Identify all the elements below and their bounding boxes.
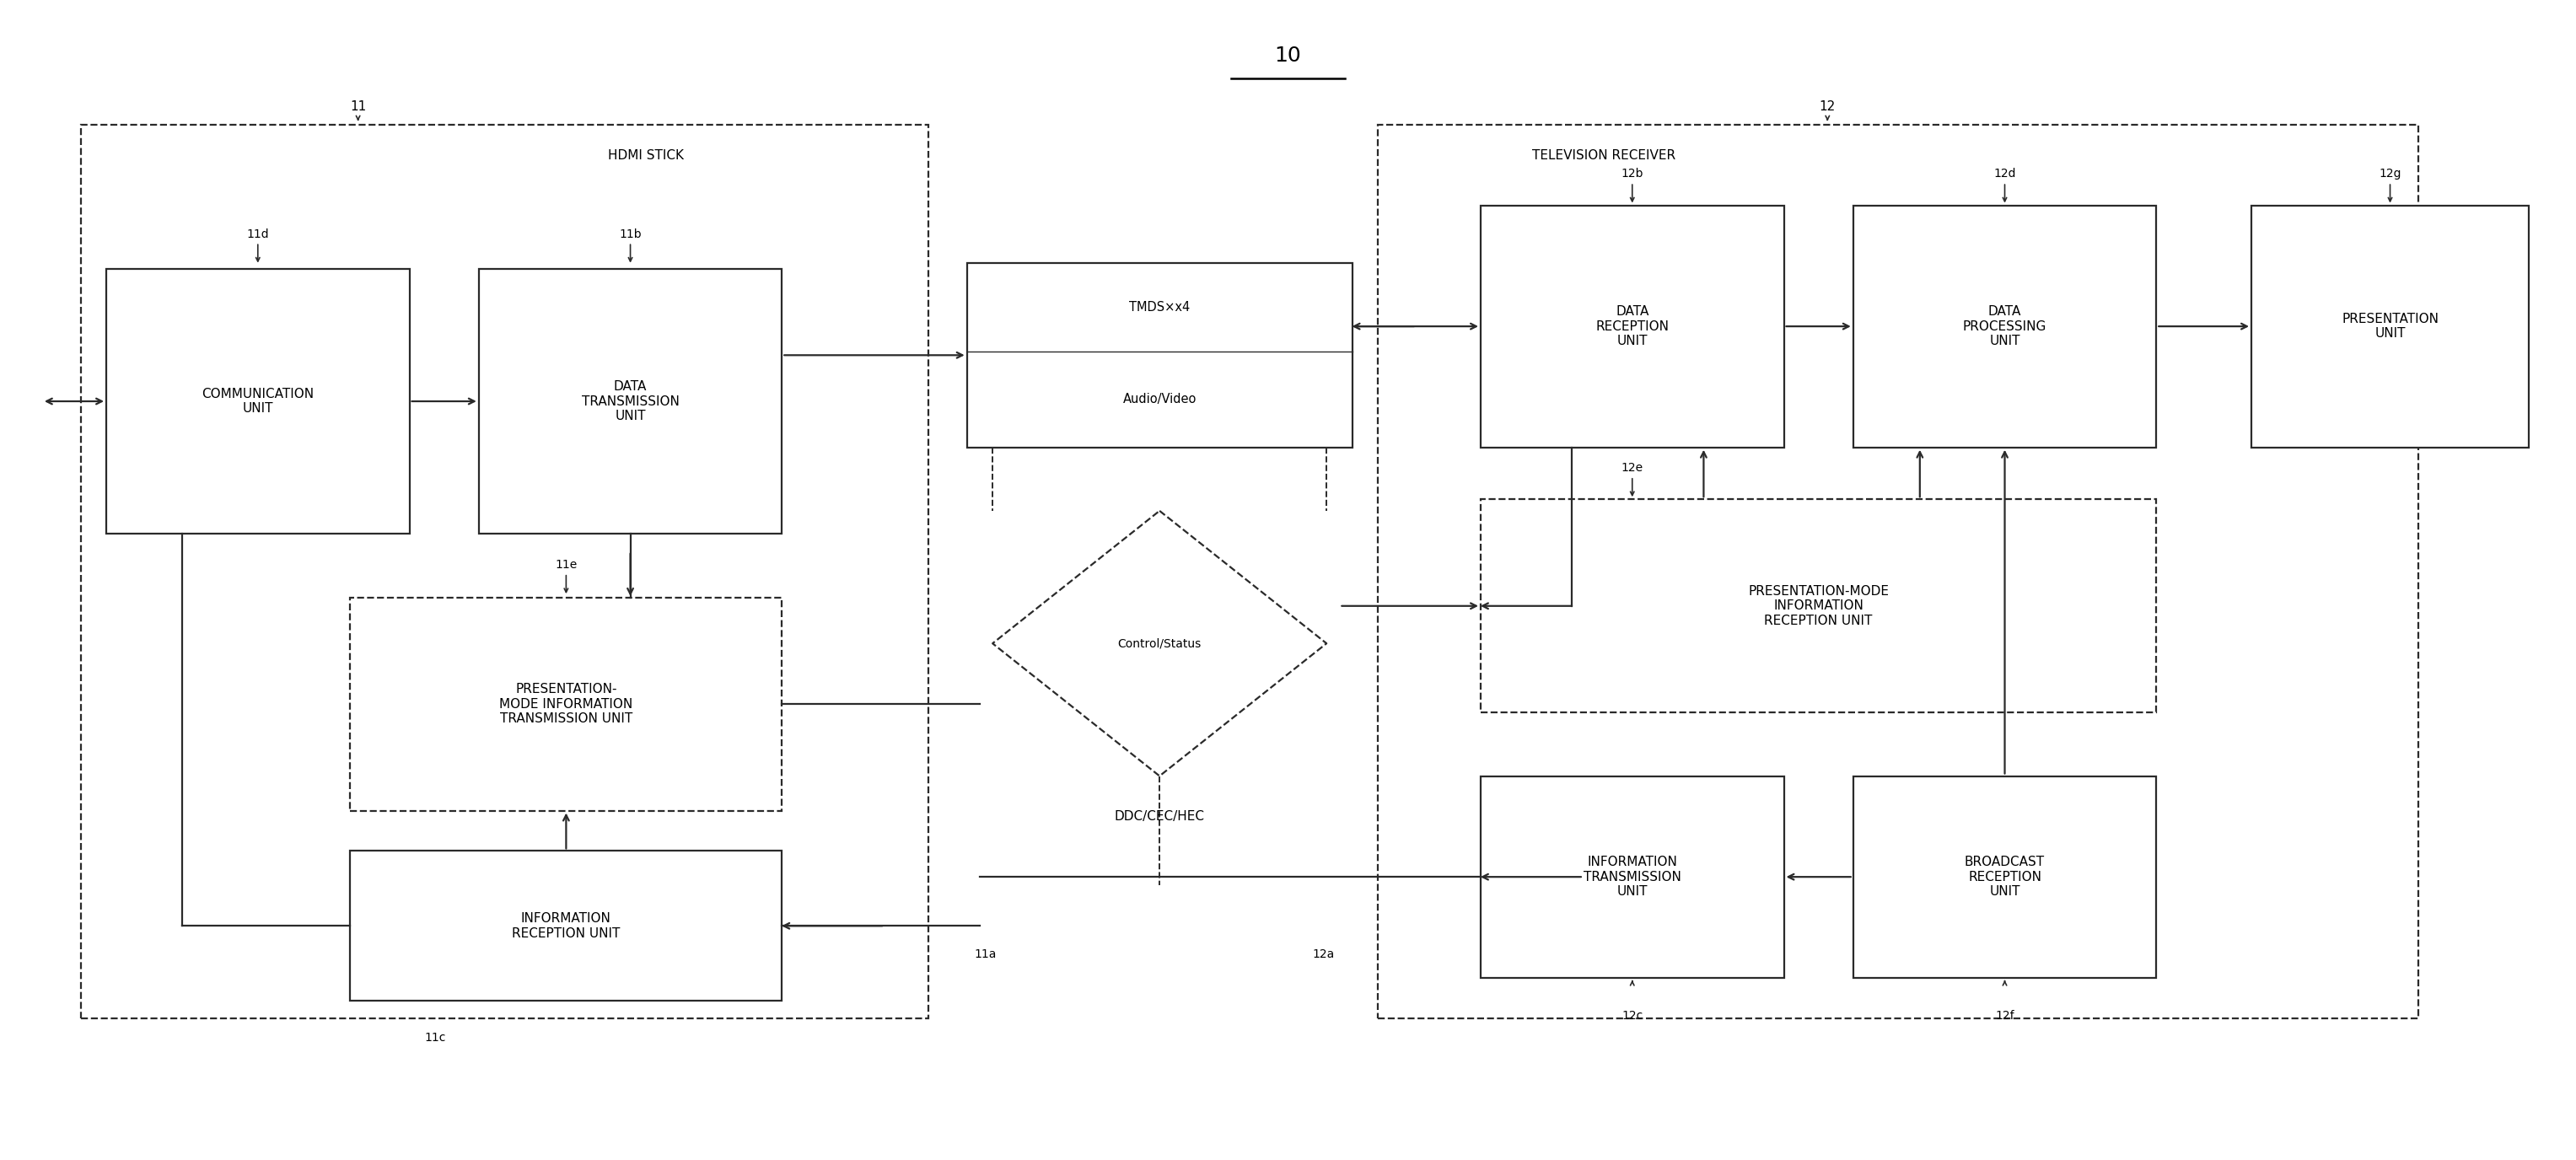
Text: PRESENTATION-
MODE INFORMATION
TRANSMISSION UNIT: PRESENTATION- MODE INFORMATION TRANSMISS… [500,683,634,725]
Bar [1481,776,1783,978]
Bar [1481,499,2156,712]
Text: TMDS×x4: TMDS×x4 [1128,300,1190,313]
Text: INFORMATION
TRANSMISSION
UNIT: INFORMATION TRANSMISSION UNIT [1584,856,1682,898]
Text: 12: 12 [1819,101,1837,113]
Text: 12d: 12d [1994,168,2017,180]
Text: PRESENTATION-MODE
INFORMATION
RECEPTION UNIT: PRESENTATION-MODE INFORMATION RECEPTION … [1749,585,1888,626]
Bar [350,597,783,811]
Text: BROADCAST
RECEPTION
UNIT: BROADCAST RECEPTION UNIT [1965,856,2045,898]
Text: DATA
RECEPTION
UNIT: DATA RECEPTION UNIT [1595,305,1669,347]
Text: PRESENTATION
UNIT: PRESENTATION UNIT [2342,313,2439,340]
Text: 12c: 12c [1623,1010,1643,1022]
Text: COMMUNICATION
UNIT: COMMUNICATION UNIT [201,387,314,415]
Text: Control/Status: Control/Status [1118,638,1200,650]
Text: 12g: 12g [2378,168,2401,180]
Bar [479,269,783,534]
Text: 11e: 11e [554,559,577,571]
Text: Audio/Video: Audio/Video [1123,393,1195,406]
Text: 11c: 11c [425,1032,446,1044]
Bar [1852,776,2156,978]
Bar [1481,205,1783,448]
Text: 11b: 11b [618,229,641,240]
Text: DATA
PROCESSING
UNIT: DATA PROCESSING UNIT [1963,305,2048,347]
Bar [1852,205,2156,448]
Text: 10: 10 [1275,45,1301,65]
Text: DDC/CEC/HEC: DDC/CEC/HEC [1115,810,1206,822]
Text: HDMI STICK: HDMI STICK [608,150,683,162]
Text: 12e: 12e [1620,462,1643,474]
Text: 11d: 11d [247,229,268,240]
Text: 11: 11 [350,101,366,113]
Text: 11a: 11a [974,949,997,960]
Bar [80,124,927,1018]
Bar [350,851,783,1001]
Bar [2251,205,2530,448]
Text: TELEVISION RECEIVER: TELEVISION RECEIVER [1533,150,1674,162]
Text: 12b: 12b [1620,168,1643,180]
Bar [1378,124,2419,1018]
Text: INFORMATION
RECEPTION UNIT: INFORMATION RECEPTION UNIT [513,912,621,940]
Bar [966,263,1352,448]
Text: 12a: 12a [1311,949,1334,960]
Text: 12f: 12f [1996,1010,2014,1022]
Bar [106,269,410,534]
Text: DATA
TRANSMISSION
UNIT: DATA TRANSMISSION UNIT [582,380,680,422]
